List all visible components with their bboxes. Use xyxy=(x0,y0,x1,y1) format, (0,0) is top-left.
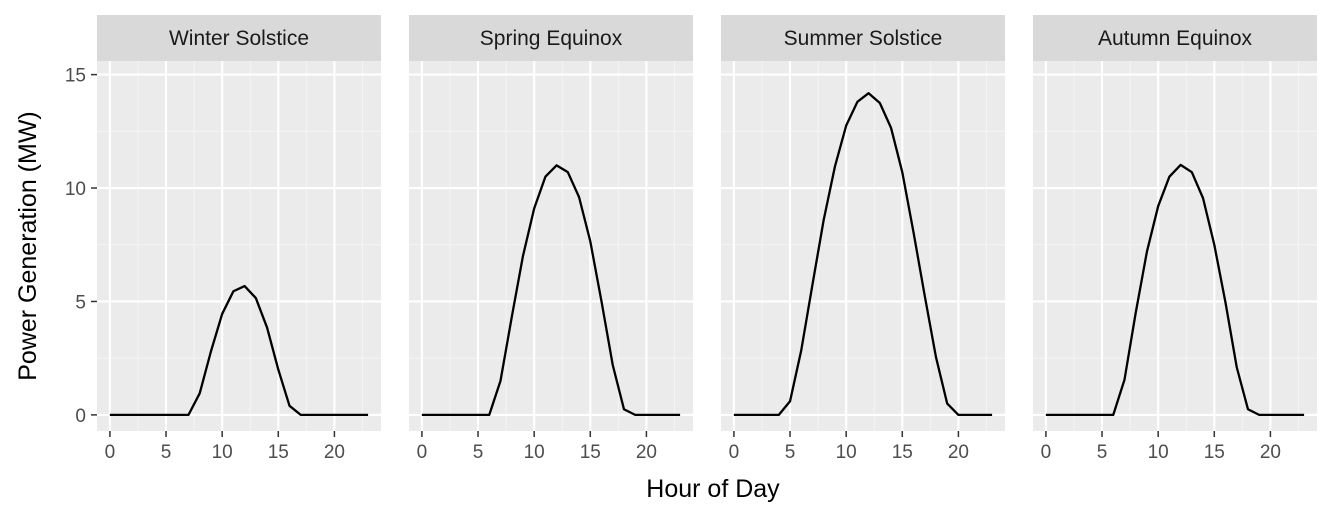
x-tick-label: 15 xyxy=(892,442,913,463)
x-tick-label: 10 xyxy=(836,442,857,463)
x-tick-label: 5 xyxy=(1097,442,1108,463)
facet-panel: Winter Solstice 0 5 10 15 20 xyxy=(97,15,381,463)
x-tick-label: 10 xyxy=(1148,442,1169,463)
x-axis-title: Hour of Day xyxy=(646,475,780,503)
x-tick-label: 20 xyxy=(324,442,345,463)
y-tick-label: 0 xyxy=(75,406,86,427)
facet-panel: Summer Solstice 0 5 10 15 20 xyxy=(721,15,1005,463)
x-tick-label: 0 xyxy=(729,442,740,463)
y-tick-label: 10 xyxy=(65,179,86,200)
series-line xyxy=(109,284,369,417)
facet-strip xyxy=(1033,15,1317,61)
series-line xyxy=(1045,163,1305,417)
x-tick-label: 0 xyxy=(417,442,428,463)
facet-panel: Autumn Equinox 0 5 10 15 20 xyxy=(1033,15,1317,463)
y-tick-label: 15 xyxy=(65,66,86,87)
series-line xyxy=(421,164,681,417)
x-tick-label: 20 xyxy=(948,442,969,463)
panel-background xyxy=(1033,61,1317,431)
facet-strip-label: Autumn Equinox xyxy=(1098,27,1253,50)
y-tick-label: 5 xyxy=(75,292,86,313)
x-tick-label: 15 xyxy=(1204,442,1225,463)
facet-strip-label: Spring Equinox xyxy=(480,27,623,50)
x-tick-label: 15 xyxy=(268,442,289,463)
panel-background xyxy=(409,61,693,431)
series-line xyxy=(733,92,993,417)
facet-panel: Spring Equinox 0 5 10 15 20 xyxy=(409,15,693,463)
panel-background xyxy=(97,61,381,431)
panels-layer: Winter Solstice 0 5 10 15 20 Spring Equinox 0 5 1… xyxy=(97,15,1317,463)
facet-strip xyxy=(409,15,693,61)
facet-strip-label: Summer Solstice xyxy=(784,27,943,50)
facet-strip xyxy=(97,15,381,61)
x-tick-label: 0 xyxy=(1041,442,1052,463)
facet-strip-label: Winter Solstice xyxy=(169,27,309,50)
facet-strip xyxy=(721,15,1005,61)
x-tick-label: 20 xyxy=(1260,442,1281,463)
y-axis-title: Power Generation (MW) xyxy=(14,111,42,381)
x-tick-label: 5 xyxy=(161,442,172,463)
x-tick-label: 5 xyxy=(785,442,796,463)
x-tick-label: 10 xyxy=(524,442,545,463)
x-tick-label: 0 xyxy=(105,442,116,463)
x-tick-label: 15 xyxy=(580,442,601,463)
x-tick-label: 20 xyxy=(636,442,657,463)
y-axis: 0 5 10 15 xyxy=(65,66,97,427)
x-tick-label: 10 xyxy=(212,442,233,463)
panel-background xyxy=(721,61,1005,431)
x-tick-label: 5 xyxy=(473,442,484,463)
